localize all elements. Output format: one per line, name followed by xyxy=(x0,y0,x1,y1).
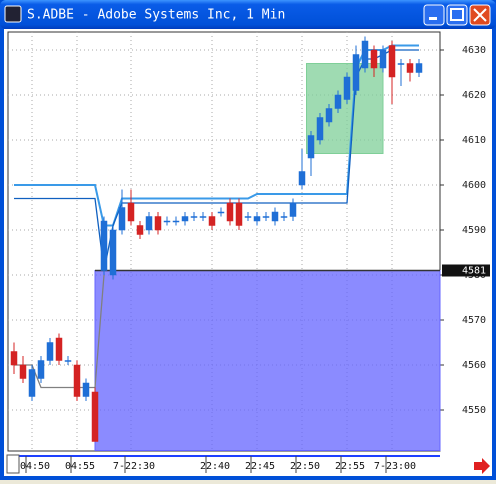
candle-body xyxy=(343,76,351,100)
candle-body xyxy=(82,382,90,397)
candle-body xyxy=(91,391,99,442)
candle-body xyxy=(55,337,63,361)
y-tick-label: 4560 xyxy=(462,360,486,371)
maximize-icon xyxy=(450,8,464,21)
candle-body xyxy=(154,216,162,231)
candle-body xyxy=(127,202,135,222)
price-tag-label: 4581 xyxy=(462,266,486,277)
candle-body xyxy=(235,202,243,226)
minimize-icon xyxy=(429,17,437,20)
candle-body xyxy=(397,63,405,65)
candle-body xyxy=(19,364,27,379)
candle-body xyxy=(109,229,117,276)
candle-body xyxy=(361,40,369,69)
candle-body xyxy=(73,364,81,397)
price-tag xyxy=(442,264,490,277)
y-tick-label: 4610 xyxy=(462,135,486,146)
y-tick-label: 4620 xyxy=(462,90,486,101)
candle-body xyxy=(28,369,36,397)
candle-body xyxy=(415,63,423,73)
candle-body xyxy=(172,220,180,223)
x-tick-label: 04:55 xyxy=(65,461,95,472)
candle-body xyxy=(217,211,225,214)
candle-body xyxy=(145,216,153,231)
y-tick-label: 4590 xyxy=(462,225,486,236)
y-tick-label: 4630 xyxy=(462,45,486,56)
candle-body xyxy=(37,360,45,379)
x-tick-label: 22:45 xyxy=(245,461,275,472)
candle-body xyxy=(388,45,396,78)
candle-body xyxy=(244,216,252,218)
candle-body xyxy=(199,216,207,218)
x-tick-label: 7-22:30 xyxy=(113,461,155,472)
candle-body xyxy=(334,94,342,109)
candle-body xyxy=(190,216,198,218)
candle-body xyxy=(163,220,171,223)
candle-body xyxy=(46,342,54,361)
y-tick-label: 4550 xyxy=(462,405,486,416)
candle-body xyxy=(289,202,297,217)
candle-body xyxy=(370,49,378,69)
candle-body xyxy=(271,211,279,222)
candle-body xyxy=(280,216,288,218)
x-tick-label: 22:40 xyxy=(200,461,230,472)
candle-body xyxy=(379,49,387,69)
candle-body xyxy=(406,63,414,73)
scroll-thumb[interactable] xyxy=(6,454,20,474)
candle-body xyxy=(181,216,189,222)
candle-body xyxy=(325,108,333,123)
y-tick-label: 4570 xyxy=(462,315,486,326)
scroll-right-arrow[interactable] xyxy=(474,458,490,474)
candle-body xyxy=(298,171,306,186)
candle-body xyxy=(64,360,72,362)
candle-body xyxy=(307,135,315,159)
candle-body xyxy=(352,54,360,91)
minimize-button[interactable] xyxy=(423,4,445,26)
candle-body xyxy=(118,207,126,231)
zone xyxy=(94,270,441,451)
close-icon xyxy=(473,8,487,22)
candle-body xyxy=(316,117,324,141)
window-title: S.ADBE - Adobe Systems Inc, 1 Min xyxy=(27,8,285,23)
x-tick-label: 22:50 xyxy=(290,461,320,472)
x-tick-label: 04:50 xyxy=(20,461,50,472)
app-icon xyxy=(4,5,22,23)
candle-body xyxy=(226,202,234,222)
time-axis xyxy=(4,454,492,476)
indicator-line xyxy=(14,49,419,271)
candle-body xyxy=(208,216,216,226)
candle-body xyxy=(262,216,270,218)
title-bar xyxy=(0,0,496,29)
y-tick-label: 4600 xyxy=(462,180,486,191)
candle-body xyxy=(253,216,261,222)
candle-body xyxy=(100,220,108,271)
x-tick-label: 7-23:00 xyxy=(374,461,416,472)
candle-body xyxy=(10,351,18,366)
x-tick-label: 22:55 xyxy=(335,461,365,472)
candle-body xyxy=(136,225,144,235)
